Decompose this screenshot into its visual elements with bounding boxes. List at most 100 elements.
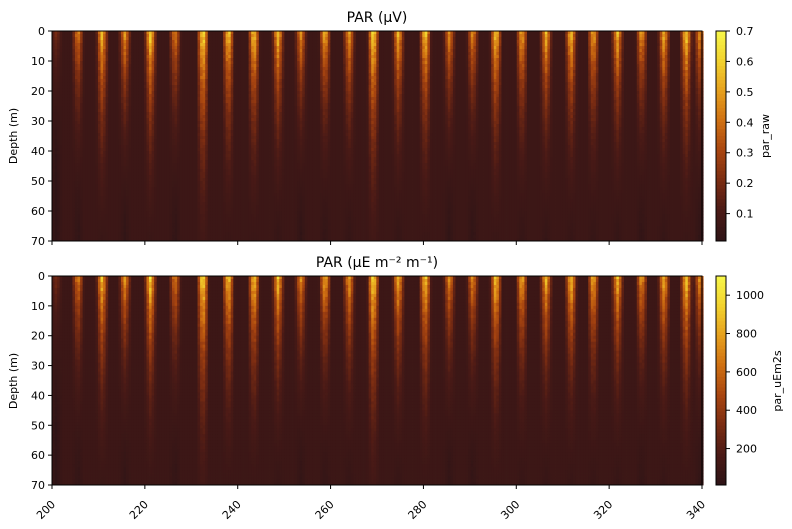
heatmap-cell <box>141 85 144 88</box>
heatmap-cell <box>134 73 137 76</box>
heatmap-cell <box>90 91 93 94</box>
heatmap-cell <box>57 136 60 139</box>
heatmap-cell <box>144 145 147 148</box>
heatmap-cell <box>146 106 149 109</box>
heatmap-cell <box>111 181 114 184</box>
heatmap-cell <box>175 73 178 76</box>
heatmap-cell <box>67 196 70 199</box>
heatmap-cell <box>111 106 114 109</box>
heatmap-cell <box>159 190 162 193</box>
heatmap-cell <box>141 109 144 112</box>
heatmap-cell <box>62 58 65 61</box>
heatmap-cell <box>149 220 152 223</box>
heatmap-cell <box>98 49 101 52</box>
heatmap-cell <box>152 109 155 112</box>
heatmap-cell <box>55 145 58 148</box>
heatmap-cell <box>180 97 183 100</box>
heatmap-cell <box>144 229 147 232</box>
heatmap-cell <box>90 229 93 232</box>
heatmap-cell <box>134 160 137 163</box>
heatmap-cell <box>98 136 101 139</box>
heatmap-cell <box>124 70 127 73</box>
heatmap-cell <box>139 130 142 133</box>
heatmap-cell <box>55 34 58 37</box>
heatmap-cell <box>108 79 111 82</box>
heatmap-cell <box>103 193 106 196</box>
heatmap-cell <box>162 97 165 100</box>
heatmap-cell <box>57 169 60 172</box>
heatmap-cell <box>182 49 185 52</box>
heatmap-cell <box>67 64 70 67</box>
heatmap-cell <box>159 112 162 115</box>
heatmap-cell <box>118 181 121 184</box>
heatmap-cell <box>139 34 142 37</box>
heatmap-cell <box>118 148 121 151</box>
heatmap-cell <box>62 100 65 103</box>
heatmap-cell <box>72 121 75 124</box>
heatmap-cell <box>169 193 172 196</box>
heatmap-cell <box>159 130 162 133</box>
heatmap-cell <box>159 145 162 148</box>
heatmap-cell <box>149 130 152 133</box>
heatmap-cell <box>80 193 83 196</box>
heatmap-cell <box>90 136 93 139</box>
heatmap-cell <box>149 139 152 142</box>
heatmap-cell <box>152 196 155 199</box>
heatmap-cell <box>121 121 124 124</box>
heatmap-cell <box>95 100 98 103</box>
heatmap-cell <box>159 199 162 202</box>
heatmap-cell <box>88 94 91 97</box>
heatmap-cell <box>70 232 73 235</box>
heatmap-cell <box>83 190 86 193</box>
heatmap-cell <box>124 82 127 85</box>
heatmap-cell <box>72 52 75 55</box>
heatmap-cell <box>139 229 142 232</box>
heatmap-cell <box>152 163 155 166</box>
heatmap-cell <box>124 163 127 166</box>
heatmap-cell <box>103 52 106 55</box>
heatmap-cell <box>62 94 65 97</box>
heatmap-cell <box>149 223 152 226</box>
heatmap-cell <box>98 94 101 97</box>
heatmap-cell <box>62 49 65 52</box>
heatmap-cell <box>93 217 96 220</box>
heatmap-cell <box>116 112 119 115</box>
heatmap-cell <box>154 109 157 112</box>
heatmap-cell <box>144 100 147 103</box>
heatmap-cell <box>118 193 121 196</box>
heatmap-cell <box>85 70 88 73</box>
heatmap-cell <box>55 130 58 133</box>
heatmap-cell <box>106 157 109 160</box>
heatmap-cell <box>62 106 65 109</box>
heatmap-cell <box>180 40 183 43</box>
heatmap-cell <box>85 199 88 202</box>
heatmap-cell <box>65 139 68 142</box>
heatmap-cell <box>62 40 65 43</box>
heatmap-cell <box>162 154 165 157</box>
heatmap-cell <box>152 55 155 58</box>
heatmap-cell <box>167 163 170 166</box>
heatmap-cell <box>144 166 147 169</box>
heatmap-cell <box>118 34 121 37</box>
heatmap-cell <box>136 34 139 37</box>
heatmap-cell <box>80 49 83 52</box>
heatmap-cell <box>72 154 75 157</box>
heatmap-cell <box>162 58 165 61</box>
heatmap-cell <box>136 145 139 148</box>
heatmap-cell <box>141 160 144 163</box>
heatmap-cell <box>139 100 142 103</box>
heatmap-cell <box>62 79 65 82</box>
heatmap-cell <box>164 202 167 205</box>
heatmap-cell <box>65 166 68 169</box>
heatmap-cell <box>60 64 63 67</box>
heatmap-cell <box>67 139 70 142</box>
heatmap-cell <box>124 52 127 55</box>
heatmap-cell <box>154 205 157 208</box>
heatmap-cell <box>95 229 98 232</box>
heatmap-cell <box>101 49 104 52</box>
heatmap-cell <box>95 217 98 220</box>
heatmap-cell <box>162 43 165 46</box>
heatmap-cell <box>108 100 111 103</box>
heatmap-cell <box>162 160 165 163</box>
heatmap-cell <box>98 112 101 115</box>
